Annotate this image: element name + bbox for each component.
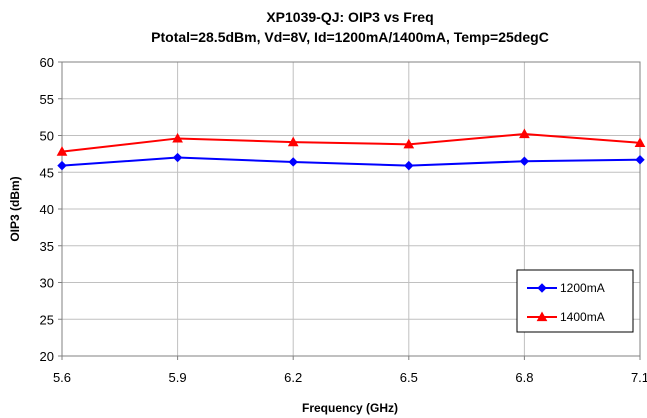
y-tick-label: 25	[40, 312, 54, 327]
series-line	[61, 156, 641, 167]
data-point	[519, 156, 530, 166]
legend-label: 1200mA	[560, 281, 605, 295]
y-axis-title: OIP3 (dBm)	[8, 176, 22, 241]
data-point	[404, 160, 414, 171]
y-tick-label: 20	[40, 349, 54, 364]
y-tick-label: 55	[40, 92, 54, 107]
x-axis-title: Frequency (GHz)	[302, 401, 398, 415]
chart-subtitle: Ptotal=28.5dBm, Vd=8V, Id=1200mA/1400mA,…	[151, 29, 549, 45]
y-tick-label: 40	[40, 202, 54, 217]
x-tick-label: 6.8	[515, 370, 533, 385]
x-tick-label: 7.1	[631, 370, 647, 385]
data-point	[57, 160, 67, 171]
legend-marker	[537, 283, 547, 293]
data-point	[634, 137, 646, 147]
data-point	[519, 128, 530, 139]
data-point	[403, 138, 415, 149]
x-tick-label: 5.9	[169, 370, 187, 385]
legend-label: 1400mA	[560, 310, 605, 324]
series-1200mA	[57, 152, 645, 171]
legend-items: 1200mA 1400mA	[527, 281, 605, 324]
y-axis-ticks: 20 25 30 35 40 45 50 55 60	[40, 55, 62, 364]
y-tick-label: 35	[40, 239, 54, 254]
series-1400mA	[56, 128, 646, 156]
legend-marker	[536, 311, 548, 322]
chart-title: XP1039-QJ: OIP3 vs Freq	[266, 9, 433, 25]
data-point	[288, 157, 298, 167]
y-tick-label: 50	[40, 129, 54, 144]
series-line	[61, 133, 641, 153]
data-point	[635, 155, 645, 165]
series-layer	[56, 128, 646, 171]
data-point	[172, 132, 183, 143]
x-tick-label: 6.5	[400, 370, 418, 385]
legend: 1200mA 1400mA	[516, 269, 634, 333]
x-tick-label: 6.2	[284, 370, 302, 385]
y-tick-label: 45	[40, 165, 54, 180]
data-point	[172, 152, 183, 163]
data-point	[56, 146, 68, 156]
data-point	[287, 136, 299, 147]
x-tick-label: 5.6	[53, 370, 71, 385]
y-tick-label: 60	[40, 55, 54, 70]
x-axis-ticks: 5.6 5.9 6.2 6.5 6.8 7.1	[53, 356, 647, 385]
legend-box	[516, 269, 634, 333]
y-tick-label: 30	[40, 276, 54, 291]
